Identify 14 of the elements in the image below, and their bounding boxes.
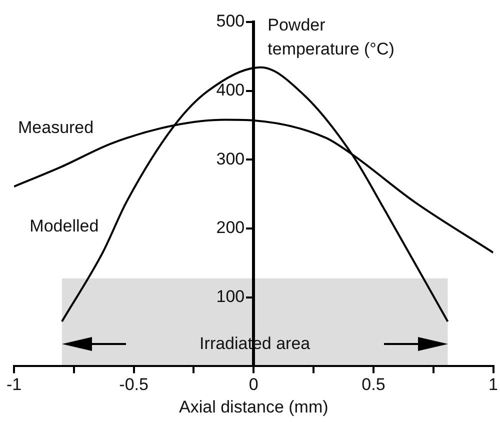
y-tick-label: 300: [216, 149, 245, 168]
y-tick-label: 500: [216, 12, 245, 31]
y-axis-title: Powder temperature (°C): [268, 16, 394, 59]
y-tick-label: 100: [216, 287, 245, 306]
x-tick-label: -0.5: [119, 375, 148, 394]
y-tick-label: 400: [216, 80, 245, 100]
x-tick-label: 0: [248, 375, 258, 394]
y-tick-label: 200: [216, 218, 245, 238]
series-label: Measured: [18, 118, 94, 138]
series-label: Modelled: [30, 216, 99, 236]
x-tick-label: -1: [6, 375, 22, 394]
x-tick-label: 0.5: [362, 375, 386, 394]
x-tick-label: 1: [488, 375, 498, 394]
x-axis-title: Axial distance (mm): [179, 397, 328, 416]
